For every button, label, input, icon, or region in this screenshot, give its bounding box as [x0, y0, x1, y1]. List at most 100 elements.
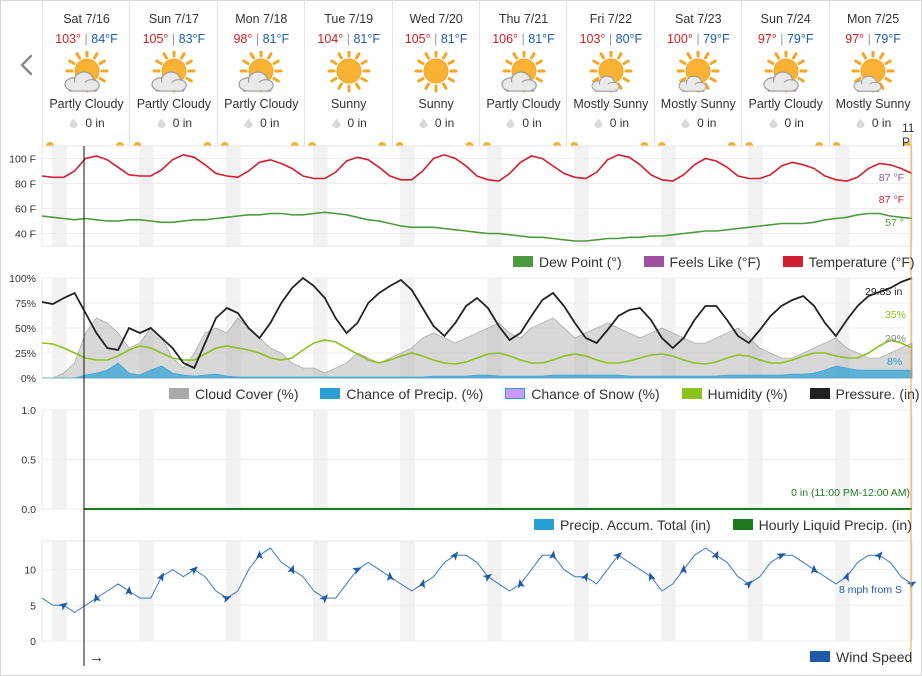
day-precip: 0 in	[830, 116, 917, 130]
chevron-left-icon	[20, 54, 33, 76]
precip-amount: 0 in	[172, 116, 193, 130]
day-column[interactable]: Fri 7/22 103° | 80°F Mostly Sunny 0 in	[566, 0, 654, 146]
legend-label: Humidity (%)	[707, 386, 788, 402]
sunrise-marker	[203, 142, 212, 146]
precip-amount: 0 in	[434, 116, 455, 130]
day-condition: Mostly Sunny	[835, 97, 911, 111]
y-tick-label: 1.0	[21, 405, 36, 417]
y-tick-label: 50%	[15, 323, 36, 335]
precip-amount: 0 in	[697, 116, 717, 130]
y-tick-label: 5	[30, 600, 36, 612]
y-tick-label: 0.0	[21, 504, 36, 516]
y-tick-label: 75%	[15, 298, 36, 310]
legend-label: Temperature (°F)	[808, 254, 915, 270]
wind-direction-arrow	[352, 567, 362, 575]
day-column[interactable]: Mon 7/25 97° | 79°F Mostly Sunny 0 in	[828, 0, 917, 146]
high-temp: 97°	[757, 32, 777, 46]
day-temps: 106° | 81°F	[492, 32, 555, 46]
night-band	[574, 146, 589, 246]
raindrop-icon	[856, 118, 865, 128]
current-time-arrow[interactable]: →	[89, 649, 104, 666]
cutoff-time-label: 11 P	[902, 121, 915, 149]
day-date: Fri 7/22	[589, 12, 633, 26]
legend-temperature[interactable]: Temperature (°F)	[782, 254, 915, 270]
low-temp: 80°F	[615, 32, 643, 46]
low-temp: 79°F	[874, 32, 901, 46]
day-column[interactable]: Sun 7/17 105° | 83°F Partly Cloudy 0 in	[129, 0, 217, 146]
legend-cloud-cover[interactable]: Cloud Cover (%)	[169, 386, 298, 402]
day-temps: 97° | 79°F	[757, 32, 814, 46]
mostly-sunny-icon	[851, 51, 895, 93]
day-temps: 97° | 79°F	[845, 32, 901, 46]
precip-amount: 0 in	[784, 116, 804, 130]
night-band	[400, 541, 415, 641]
day-precip: 0 in	[393, 116, 480, 130]
precip-amount: 0 in	[260, 116, 280, 130]
day-column[interactable]: Thu 7/21 106° | 81°F Partly Cloudy 0 in	[479, 0, 567, 146]
wind-direction-arrow	[319, 594, 329, 604]
day-temps: 103° | 84°F	[55, 32, 118, 46]
y-tick-label: 80 F	[15, 179, 36, 191]
previous-period-button[interactable]	[12, 50, 42, 80]
raindrop-icon	[157, 118, 166, 128]
raindrop-icon	[69, 118, 78, 128]
legend-humidity[interactable]: Humidity (%)	[681, 386, 788, 402]
day-column[interactable]: Tue 7/19 104° | 81°F Sunny 0 in	[304, 0, 392, 146]
day-column[interactable]: Sat 7/23 100° | 79°F Mostly Sunny 0 in	[653, 0, 742, 146]
day-column[interactable]: Mon 7/18 98° | 81°F Partly Cloudy 0 in	[216, 0, 305, 146]
high-temp: 100°	[666, 32, 693, 46]
night-band	[748, 146, 763, 246]
high-temp: 106°	[492, 32, 519, 46]
wind-direction-arrow	[58, 602, 68, 611]
end-value-label: 29%	[885, 333, 906, 345]
wind-direction-arrow	[256, 550, 263, 560]
wind-direction-arrow	[810, 564, 818, 574]
legend-pressure[interactable]: Pressure. (in)	[809, 386, 920, 402]
dew_point-line	[41, 211, 913, 242]
sun-icon	[327, 51, 371, 93]
day-column[interactable]: Wed 7/20 105° | 81°F Sunny 0 in	[391, 0, 480, 146]
wind-direction-arrow	[517, 578, 525, 589]
end-value-label: 87 °F	[879, 194, 904, 206]
legend-chance-precip[interactable]: Chance of Precip. (%)	[320, 386, 483, 402]
percent-legend: Cloud Cover (%) Chance of Precip. (%) Ch…	[151, 386, 920, 402]
temperature-legend: Dew Point (°) Feels Like (°F) Temperatur…	[495, 254, 915, 270]
raindrop-icon	[594, 118, 603, 128]
sunrise-marker	[116, 142, 124, 146]
sunrise-marker	[290, 142, 299, 146]
pressure-line	[41, 276, 913, 370]
legend-precip-accum[interactable]: Precip. Accum. Total (in)	[534, 517, 711, 533]
legend-chance-snow[interactable]: Chance of Snow (%)	[505, 386, 660, 402]
wind-direction-arrow	[450, 551, 459, 561]
precip-amount: 0 in	[522, 116, 542, 130]
day-precip: 0 in	[305, 116, 392, 130]
wind-direction-arrow	[906, 581, 917, 589]
day-column[interactable]: Sat 7/16 103° | 84°F Partly Cloudy 0 in	[42, 0, 130, 146]
wind-direction-arrow	[842, 571, 849, 582]
low-temp: 81°F	[262, 32, 290, 46]
wind-legend: Wind Speed	[792, 649, 912, 665]
day-date: Mon 7/25	[847, 12, 900, 26]
wind-direction-arrow	[776, 553, 787, 561]
day-column[interactable]: Sun 7/24 97° | 79°F Partly Cloudy 0 in	[741, 0, 829, 146]
y-tick-label: 60 F	[15, 204, 36, 216]
precip-legend: Precip. Accum. Total (in) Hourly Liquid …	[516, 517, 912, 533]
day-precip: 0 in	[218, 116, 305, 130]
legend-hourly-liquid[interactable]: Hourly Liquid Precip. (in)	[732, 517, 912, 533]
high-temp: 98°	[233, 32, 253, 46]
day-date: Tue 7/19	[324, 12, 374, 26]
legend-wind-speed[interactable]: Wind Speed	[810, 649, 912, 665]
legend-label: Chance of Snow (%)	[531, 386, 660, 402]
legend-label: Precip. Accum. Total (in)	[560, 517, 711, 533]
wind-direction-arrow	[188, 566, 198, 575]
legend-dew-point[interactable]: Dew Point (°)	[513, 254, 622, 270]
legend-feels-like[interactable]: Feels Like (°F)	[643, 254, 761, 270]
day-precip: 0 in	[655, 116, 742, 130]
night-band	[835, 541, 850, 641]
legend-label: Chance of Precip. (%)	[346, 386, 484, 402]
night-band	[226, 541, 241, 641]
y-tick-label: 0%	[21, 373, 36, 385]
wind-direction-arrow	[613, 552, 623, 561]
precip-amount: 0 in	[85, 116, 105, 130]
